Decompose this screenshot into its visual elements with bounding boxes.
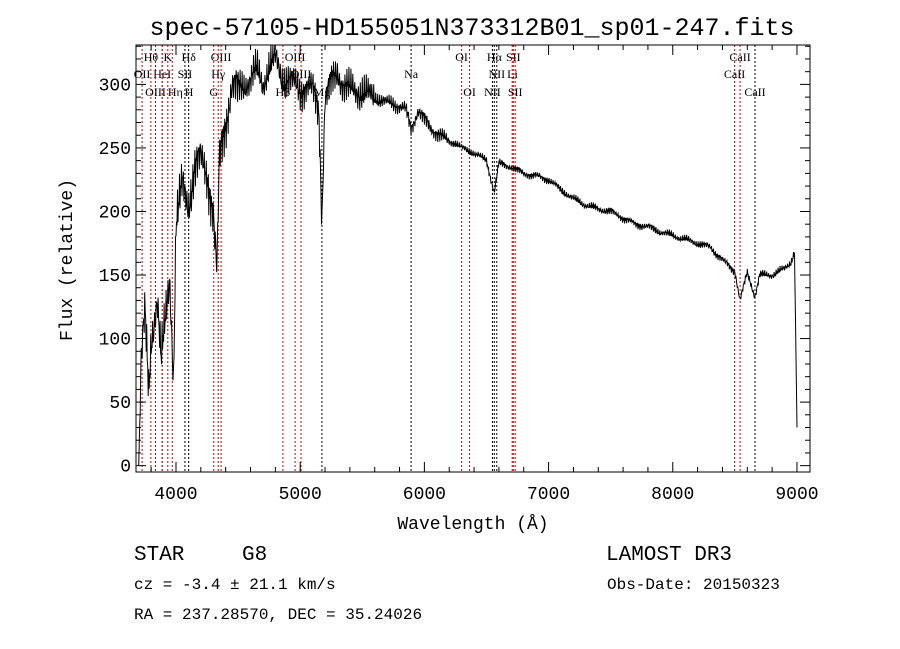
marker-label: G (209, 85, 218, 99)
y-tick-label: 0 (120, 458, 131, 478)
obs-date: Obs-Date: 20150323 (607, 576, 780, 594)
marker-label: OI (463, 85, 476, 99)
marker-label: OI (455, 50, 468, 64)
redshift-text: cz = -3.4 ± 21.1 km/s (134, 576, 336, 594)
x-axis-label: Wavelength (Å) (397, 514, 548, 535)
y-tick-label: 200 (99, 203, 131, 223)
marker-label: OIII (211, 50, 232, 64)
object-subclass: G8 (242, 544, 267, 567)
marker-label: CaII (724, 67, 745, 81)
object-class: STAR (134, 544, 185, 567)
y-tick-label: 250 (99, 140, 131, 160)
y-tick-label: 50 (109, 394, 131, 414)
y-tick-label: 150 (99, 267, 131, 287)
marker-label: SII (178, 67, 193, 81)
marker-label: H (185, 85, 194, 99)
x-tick-label: 7000 (527, 485, 570, 505)
marker-label: Hα (487, 50, 503, 64)
marker-label: OII (134, 67, 151, 81)
survey-label: LAMOST DR3 (606, 544, 732, 567)
x-tick-label: 4000 (154, 485, 197, 505)
marker-label: OIII (285, 50, 306, 64)
marker-label: SII (506, 50, 521, 64)
marker-label: CaII (729, 50, 750, 64)
x-tick-label: 8000 (651, 485, 694, 505)
marker-label: Hη (168, 85, 183, 99)
marker-label: Li (507, 67, 518, 81)
marker-label: CaII (744, 85, 765, 99)
y-axis-label: Flux (relative) (58, 179, 78, 341)
marker-label: OIII (145, 85, 166, 99)
chart-title: spec-57105-HD155051N373312B01_sp01-247.f… (149, 14, 794, 43)
marker-label: Hγ (211, 67, 226, 81)
marker-label: NII (484, 85, 501, 99)
plot-frame (135, 44, 811, 473)
x-tick-label: 6000 (403, 485, 446, 505)
marker-label: NII (488, 67, 505, 81)
marker-label: SII (508, 85, 523, 99)
spectrum-line (138, 44, 798, 466)
y-tick-label: 300 (99, 76, 131, 96)
axes: 4000 5000 6000 7000 8000 9000 0 50 100 150 200 250 3… (99, 45, 819, 505)
marker-label: Hδ (182, 50, 197, 64)
x-tick-label: 9000 (775, 485, 818, 505)
y-tick-label: 100 (99, 331, 131, 351)
marker-label: K (163, 50, 172, 64)
marker-label: Hθ (144, 50, 159, 64)
radec-text: RA = 237.28570, DEC = 35.24026 (134, 606, 422, 624)
marker-label: Na (404, 67, 419, 81)
x-tick-label: 5000 (279, 485, 322, 505)
